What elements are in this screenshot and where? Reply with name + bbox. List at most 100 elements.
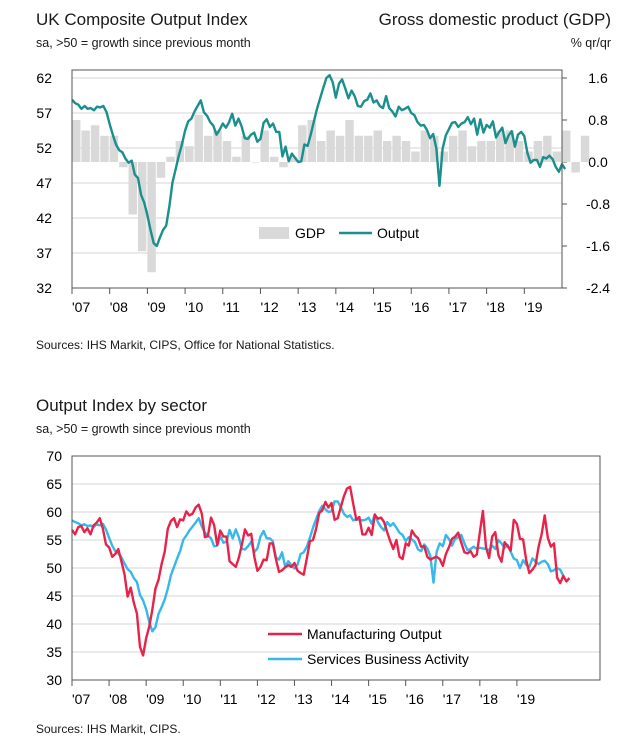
chart1-gdp-bar [232,156,241,162]
chart1-gdp-bar [81,130,90,162]
chart1-y-left-tick: 57 [36,105,52,121]
chart1-gdp-bar [260,130,269,162]
chart1-gdp-bar [109,135,119,162]
chart1-y-right-tick: 0.0 [588,154,608,170]
chart1-gdp-bar [580,135,590,162]
chart1-gdp-bar [439,151,448,162]
chart1-plot-frame [71,69,563,289]
chart1-gdp-bar [382,141,392,162]
chart1-gdp-bar [185,146,194,162]
chart1-x-tick: '19 [524,299,542,315]
chart1-gdp-bar [411,151,420,162]
chart1-x-tick: '12 [260,299,278,315]
chart2-x-tick: '17 [443,691,461,707]
chart1-gdp-bar [430,135,439,162]
chart1-gdp-bar [279,162,288,168]
chart1-x-tick: '17 [449,299,467,315]
chart1-gdp-bar [119,162,128,168]
chart1-gdp-bar [533,141,543,162]
chart1-gdp-bar [364,135,373,162]
chart2-y-tick: 70 [46,448,62,464]
chart1-gdp-bar [194,114,203,162]
chart1-x-tick: '15 [374,299,392,315]
chart1-gdp-bar [458,130,467,162]
chart1-source: Sources: IHS Markit, CIPS, Office for Na… [36,338,335,352]
chart1-output-line [71,74,567,248]
chart1-gdp-bar [552,151,561,162]
chart2-manufacturing-line [71,485,571,657]
chart2-x-tick: '12 [257,691,275,707]
chart1-y-right-tick: 0.8 [588,112,608,128]
chart1-x-tick: '18 [487,299,505,315]
chart2-x-tick: '13 [294,691,312,707]
chart2-x-tick: '15 [369,691,387,707]
chart1-right-subtitle: % qr/qr [570,36,611,50]
chart1-gdp-bar [307,120,316,162]
chart1-y-right-tick: -2.4 [586,280,610,296]
chart1-y-right-tick: -1.6 [586,238,610,254]
chart1-gdp-bar [486,141,496,162]
chart2-y-tick: 45 [46,588,62,604]
chart1-gdp-bar [448,135,458,162]
chart2-y-tick: 60 [46,504,62,520]
chart1-gdp-bar [317,141,326,162]
chart1-right-title: Gross domestic product (GDP) [378,10,611,29]
chart1-gdp-bar [72,120,81,162]
chart1-gdp-bar [166,156,175,162]
chart2-y-tick: 30 [46,672,62,688]
chart1-gdp-bar [128,162,137,215]
chart1-y-left-tick: 37 [36,245,52,261]
chart1-gdp-bar [373,130,382,162]
chart2-x-tick: '18 [480,691,498,707]
chart2-y-tick: 55 [46,532,62,548]
chart1-gdp-bar [147,162,156,273]
chart1-gdp-bar [345,120,354,162]
chart1-gdp-bar [562,130,571,162]
chart1-gdp-bar [543,135,552,162]
chart1-gdp-bar [505,130,514,162]
chart1-gdp-bar [401,141,411,162]
chart1-gdp-bar [514,141,524,162]
chart1-x-tick: '16 [411,299,429,315]
chart1-x-tick: '07 [72,299,90,315]
chart1-gdp-bar [137,162,147,252]
chart1-y-left-tick: 62 [36,70,52,86]
chart2-x-tick: '16 [406,691,424,707]
chart2-x-tick: '10 [183,691,201,707]
chart1-gdp-bar [496,130,505,162]
chart1-gdp-bar [354,135,364,162]
chart1-gdp-bar [392,135,401,162]
chart1-gdp-bar [288,156,298,162]
chart1-gdp-bar [100,135,109,162]
chart2-legend-manufacturing: Manufacturing Output [307,626,442,642]
chart2-x-tick: '07 [72,691,90,707]
chart1-x-tick: '09 [147,299,165,315]
chart1-gdp-bar [251,162,260,163]
chart1-y-left-tick: 52 [36,140,52,156]
chart2-x-tick: '11 [220,691,237,707]
chart1-gdp-bar [420,130,430,162]
chart1-x-tick: '11 [223,299,240,315]
chart1-gdp-bar [203,135,213,162]
chart1-gdp-bar [90,125,100,162]
chart1-legend-gdp-swatch [259,227,289,239]
chart1-gdp-bar [477,141,486,162]
chart1-gdp-bar [571,162,580,173]
chart1-gdp-bar [467,146,477,162]
chart2-plot-frame [71,455,601,681]
chart2-y-tick: 35 [46,644,62,660]
chart1-x-tick: '14 [336,299,354,315]
chart2-x-tick: '19 [517,691,535,707]
chart1-gdp-bar [335,135,345,162]
chart1-y-left-tick: 32 [36,280,52,296]
chart2-legend-services: Services Business Activity [307,651,469,667]
chart1-y-right-tick: -0.8 [586,196,610,212]
chart2-y-tick: 65 [46,476,62,492]
chart1-title: UK Composite Output Index [36,10,248,29]
chart2-x-tick: '14 [332,691,350,707]
chart2-subtitle: sa, >50 = growth since previous month [36,422,251,436]
chart1-y-left-tick: 42 [36,210,52,226]
chart1-y-left-tick: 47 [36,175,52,191]
chart2-source: Sources: IHS Markit, CIPS. [36,722,181,736]
